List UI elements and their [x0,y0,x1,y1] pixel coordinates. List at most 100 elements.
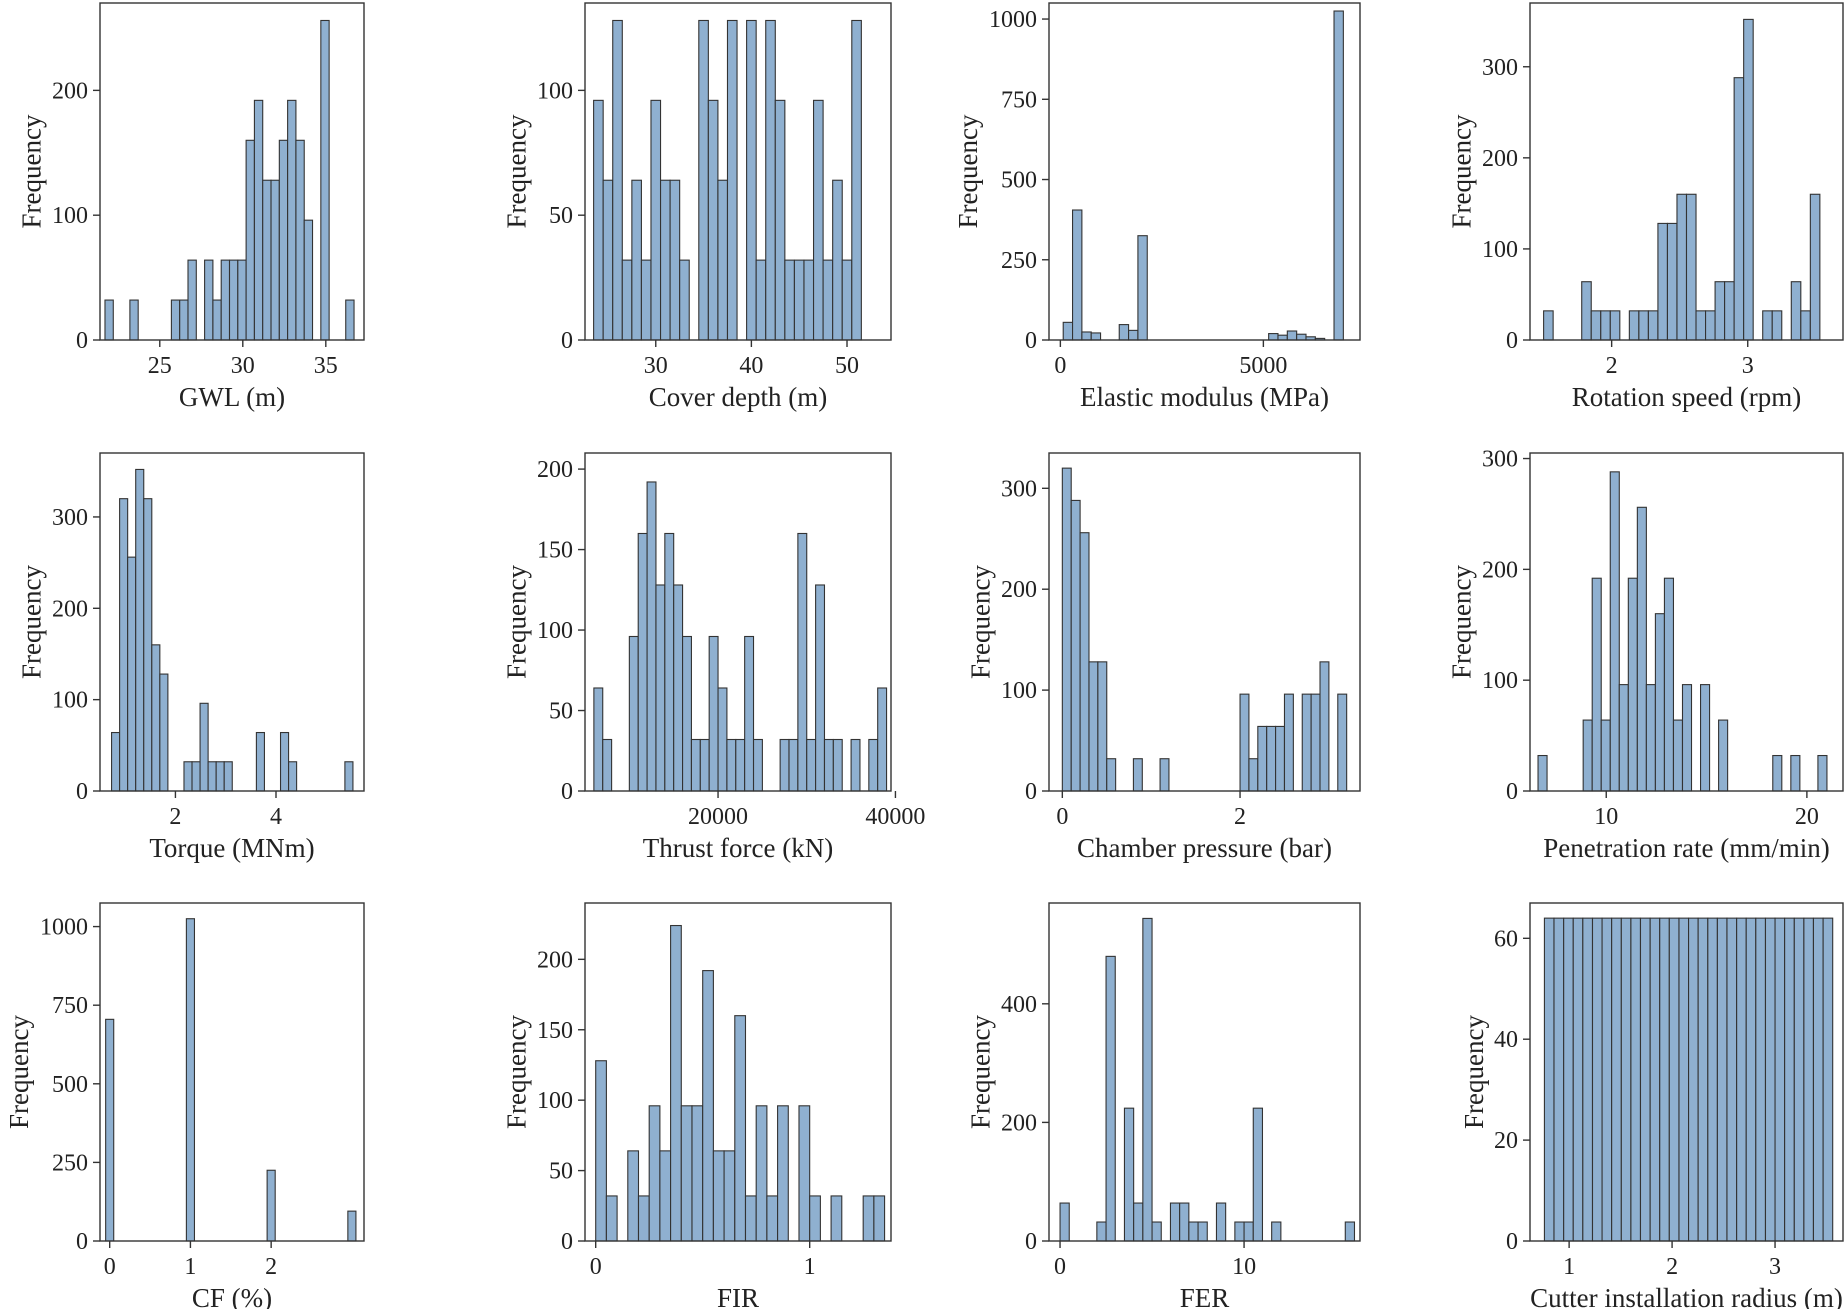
histogram-bar [1666,222,1678,341]
histogram-bar [1790,281,1802,341]
histogram-bar [832,179,843,341]
histogram-bar [682,635,692,792]
y-tick-label: 150 [537,1018,573,1044]
histogram-bar [726,738,737,792]
histogram-bar [712,1150,725,1242]
x-tick-label: 1 [184,1254,196,1280]
y-tick-label: 300 [52,505,88,531]
y-tick-label: 150 [537,538,573,564]
histogram-bar [1215,1202,1227,1242]
histogram-bar [111,731,121,792]
histogram-bar [1572,917,1584,1242]
histogram-bar [1705,310,1716,341]
histogram-bar [670,924,682,1242]
histogram-bar [1319,661,1330,792]
y-axis-label: Frequency [953,114,983,228]
x-tick-label: 30 [231,353,255,379]
histogram-cutter-installation-radius: 1 2 3 0 20 40 60 Cutter installation radius (m)… [1459,902,1844,1309]
plot-frame [1529,2,1844,341]
histogram-bar [1239,693,1250,792]
histogram-bar [1812,917,1824,1242]
histogram-bar [129,299,139,341]
histogram-bar [1822,917,1834,1242]
histogram-bar [345,299,355,341]
plot-frame [99,2,365,341]
histogram-bar [621,259,633,341]
histogram-bar [1627,577,1638,792]
histogram-bar [295,139,305,341]
histogram-bar [1714,281,1726,341]
histogram-bar [1609,310,1621,341]
histogram-bar [777,1105,789,1242]
histogram-bar [766,1195,779,1242]
histogram-bar [1537,754,1548,792]
y-tick-label: 50 [549,1159,573,1185]
histogram-bar [1793,917,1805,1242]
histogram-bar [1718,719,1729,792]
histogram-bar [1188,1221,1199,1242]
y-tick-label: 750 [52,993,88,1019]
x-axis-label: Thrust force (kN) [643,833,833,863]
histogram-bar [220,259,231,341]
histogram-fir: 0 1 0 50 100 150 200 FIR Frequency [502,902,892,1309]
y-tick-label: 200 [1001,1110,1037,1136]
histogram-bar [1638,310,1649,341]
histogram-bar [798,1105,811,1242]
y-tick-label: 200 [537,947,573,973]
y-tick-label: 0 [1025,1229,1037,1255]
histogram-bar [717,687,728,792]
histogram-bar [797,532,808,792]
histogram-bar [320,19,330,341]
x-tick-label: 20 [1795,804,1819,830]
histogram-bar [1553,917,1565,1242]
y-tick-label: 250 [52,1150,88,1176]
histogram-bar [1755,917,1767,1242]
x-axis-label: Rotation speed (rpm) [1572,382,1801,412]
histogram-bar [1772,754,1783,792]
histogram-bar [1591,917,1603,1242]
histogram-bar [851,19,862,341]
histogram-bar [1600,310,1611,341]
histogram-bar [199,702,209,792]
histogram-bar [680,1105,693,1242]
histogram-bar [1243,1221,1254,1242]
y-tick-label: 60 [1494,926,1518,952]
x-tick-label: 10 [1594,804,1618,830]
histogram-bar [612,19,623,341]
histogram-bar [1132,758,1143,792]
histogram-bar [104,299,114,341]
histogram-bar [1663,577,1675,792]
histogram-bar [744,635,755,792]
histogram-bar [812,99,824,341]
y-tick-label: 50 [549,203,573,229]
x-tick-label: 1 [1563,1254,1575,1280]
histogram-bar [183,761,193,792]
histogram-bar [204,259,214,341]
y-tick-label: 40 [1494,1027,1518,1053]
histogram-bar [1137,235,1148,341]
histogram-bar [1630,917,1642,1242]
histogram-bar [1733,77,1745,341]
x-tick-label: 5000 [1239,353,1287,379]
x-tick-label: 2 [265,1254,277,1280]
x-tick-label: 25 [148,353,172,379]
histogram-bar [1724,281,1735,341]
histogram-bar [1333,10,1344,341]
histogram-bar [1301,693,1312,792]
histogram-bar [1310,693,1321,792]
histogram-bar [650,99,662,341]
histogram-rotation-speed: 2 3 0 100 200 300 Rotation speed (rpm) Frequenc… [1447,2,1844,412]
x-tick-label: 3 [1769,1254,1781,1280]
histogram-bar [830,1195,843,1242]
y-tick-label: 200 [537,457,573,483]
histogram-bar [691,1105,704,1242]
histogram-bars [1061,467,1348,792]
y-axis-label: Frequency [966,1015,996,1129]
x-tick-label: 3 [1742,353,1754,379]
histogram-bar [752,738,763,792]
histogram-bar [1762,310,1773,341]
histogram-bar [735,738,746,792]
histogram-bar [1645,684,1656,792]
y-tick-label: 0 [1025,779,1037,805]
plot-frame [1048,452,1361,792]
